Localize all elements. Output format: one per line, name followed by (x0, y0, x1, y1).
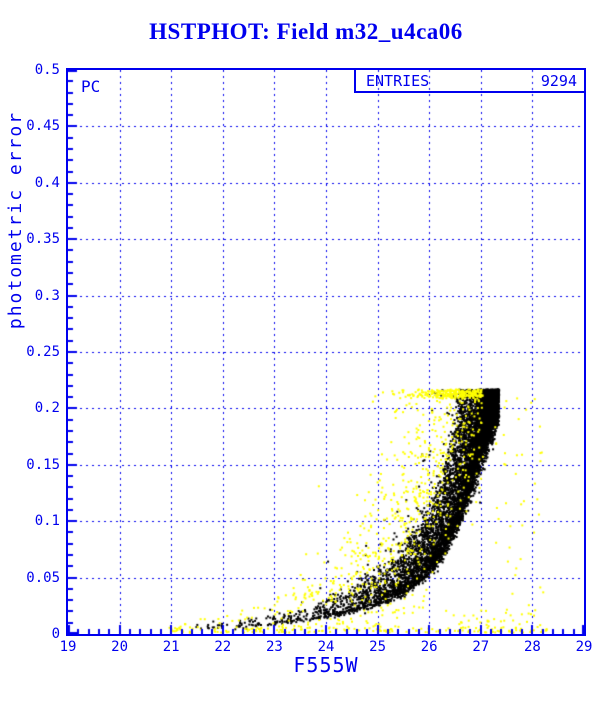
stats-entries-value: 9294 (540, 71, 577, 90)
y-axis-tick-labels: 0 0.05 0.1 0.15 0.2 0.25 0.3 0.35 0.4 0.45 0.5 (18, 62, 60, 642)
stats-entries-label: ENTRIES (366, 71, 430, 90)
y-tick-label: 0.5 (34, 62, 60, 78)
x-tick-label: 25 (369, 639, 387, 655)
plot-frame: PC ENTRIES 9294 (66, 68, 586, 636)
x-tick-label: 27 (472, 639, 490, 655)
scatter-canvas (68, 70, 584, 634)
x-tick-label: 28 (523, 639, 541, 655)
y-tick-label: 0.35 (26, 231, 60, 248)
x-tick-label: 20 (111, 639, 129, 655)
chart-title: HSTPHOT: Field m32_u4ca06 (149, 19, 463, 44)
detector-label: PC (81, 77, 101, 96)
y-tick-label: 0.3 (34, 287, 60, 304)
y-tick-label: 0 (51, 626, 60, 642)
stats-box: ENTRIES 9294 (354, 68, 586, 93)
x-tick-label: 29 (575, 639, 593, 655)
y-tick-label: 0.05 (26, 569, 60, 586)
y-tick-label: 0.25 (26, 344, 60, 360)
x-tick-label: 19 (59, 639, 77, 655)
x-axis-label: F555W (293, 653, 359, 677)
x-tick-label: 21 (162, 639, 180, 655)
x-tick-label: 26 (420, 639, 438, 655)
y-tick-label: 0.45 (26, 118, 60, 135)
y-tick-label: 0.15 (26, 456, 60, 473)
x-tick-label: 23 (265, 639, 283, 655)
y-tick-label: 0.2 (34, 400, 60, 417)
x-tick-label: 24 (317, 639, 335, 655)
y-tick-label: 0.4 (34, 174, 60, 191)
y-tick-label: 0.1 (34, 513, 60, 530)
x-axis-tick-labels: 19 20 21 22 23 24 25 26 27 28 29 (60, 639, 593, 655)
x-tick-label: 22 (214, 639, 232, 655)
